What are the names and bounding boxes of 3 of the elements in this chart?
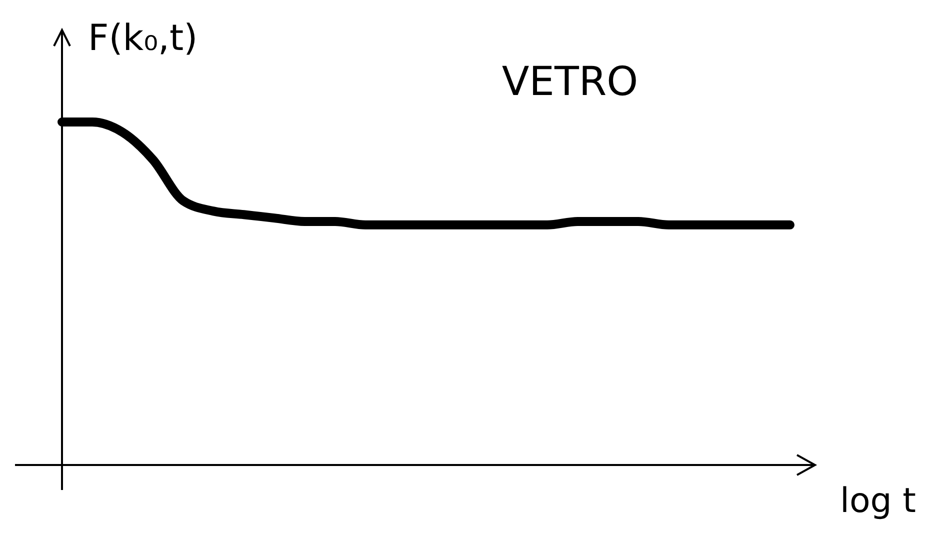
chart-title: VETRO	[502, 59, 638, 105]
x-axis-title: log t	[840, 481, 916, 521]
y-axis-title: F(k₀,t)	[88, 18, 198, 59]
